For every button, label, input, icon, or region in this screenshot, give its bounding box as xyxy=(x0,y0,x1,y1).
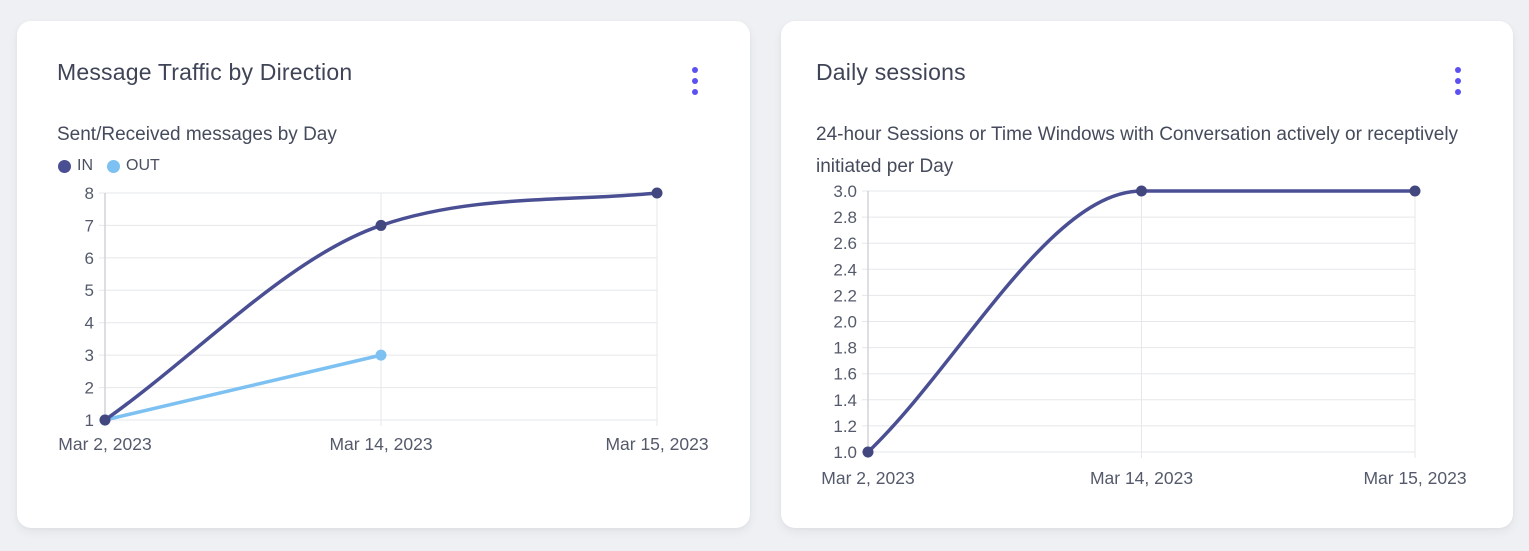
data-point xyxy=(1136,185,1147,197)
kebab-dot xyxy=(1455,89,1461,95)
data-point xyxy=(862,446,874,458)
y-tick-label: 7 xyxy=(85,216,94,235)
legend-item-in[interactable]: IN xyxy=(58,157,93,175)
y-tick-label: 1 xyxy=(85,411,94,430)
y-tick-label: 6 xyxy=(85,249,94,268)
legend-item-out[interactable]: OUT xyxy=(107,157,160,175)
x-tick-label: Mar 15, 2023 xyxy=(1363,468,1466,488)
daily-sessions-card: Daily sessions 24-hour Sessions or Time … xyxy=(781,21,1513,528)
y-tick-label: 2.4 xyxy=(833,260,857,279)
y-tick-label: 2.8 xyxy=(833,208,857,227)
kebab-dot xyxy=(692,78,698,84)
y-tick-label: 2.0 xyxy=(833,312,857,331)
data-point xyxy=(375,349,387,361)
message-traffic-chart: 8 7 6 5 4 3 2 1 Mar 2, 2023 Mar 14, 2023 Mar 15, 2… xyxy=(58,184,708,454)
kebab-menu-icon[interactable] xyxy=(1449,63,1467,99)
daily-sessions-chart: 3.0 2.8 2.6 2.4 2.2 2.0 1.8 1.6 1.4 1.2 1.0 Mar 2, … xyxy=(821,182,1466,488)
y-tick-label: 5 xyxy=(85,281,94,300)
chart-legend: IN OUT xyxy=(58,157,160,175)
card-title: Message Traffic by Direction xyxy=(57,59,353,85)
kebab-dot xyxy=(692,67,698,73)
y-tick-label: 1.0 xyxy=(833,443,857,462)
x-tick-label: Mar 15, 2023 xyxy=(605,434,708,454)
legend-dot-out xyxy=(107,159,120,173)
legend-label-in: IN xyxy=(77,157,93,174)
kebab-dot xyxy=(692,89,698,95)
x-tick-label: Mar 2, 2023 xyxy=(821,468,914,488)
card-subtitle: Sent/Received messages by Day xyxy=(57,124,337,145)
card-title: Daily sessions xyxy=(816,59,966,85)
x-tick-label: Mar 14, 2023 xyxy=(329,434,432,454)
y-tick-label: 1.6 xyxy=(833,365,857,384)
x-tick-label: Mar 14, 2023 xyxy=(1090,468,1193,488)
message-traffic-card: Message Traffic by Direction Sent/Receiv… xyxy=(17,21,750,528)
data-point xyxy=(99,414,111,426)
series-line xyxy=(866,189,1417,454)
y-tick-label: 3.0 xyxy=(833,182,857,201)
kebab-dot xyxy=(1455,67,1461,73)
y-tick-label: 2 xyxy=(85,379,94,398)
y-tick-label: 1.2 xyxy=(833,417,857,436)
y-tick-label: 1.4 xyxy=(833,391,857,410)
series-line xyxy=(103,353,383,422)
y-tick-label: 4 xyxy=(85,314,94,333)
legend-dot-in xyxy=(58,159,71,173)
y-tick-label: 8 xyxy=(85,184,94,203)
legend-label-out: OUT xyxy=(126,157,160,174)
data-point xyxy=(1409,185,1421,197)
data-point xyxy=(651,187,663,199)
x-tick-label: Mar 2, 2023 xyxy=(58,434,151,454)
y-tick-label: 2.2 xyxy=(833,286,857,305)
kebab-menu-icon[interactable] xyxy=(686,63,704,99)
y-tick-label: 1.8 xyxy=(833,339,857,358)
card-subtitle: 24-hour Sessions or Time Windows with Co… xyxy=(816,124,1459,177)
y-tick-label: 2.6 xyxy=(833,234,857,253)
data-point xyxy=(375,219,387,231)
y-tick-label: 3 xyxy=(85,346,94,365)
kebab-dot xyxy=(1455,78,1461,84)
